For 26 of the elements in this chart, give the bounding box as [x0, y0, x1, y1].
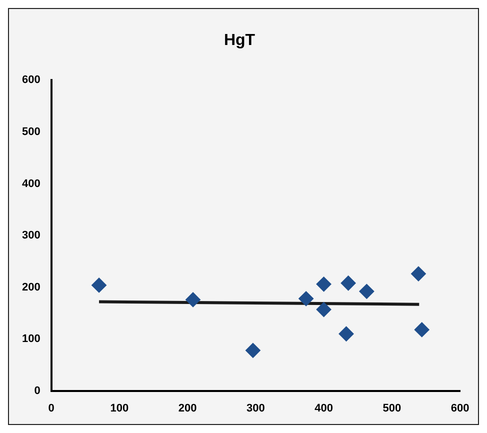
- x-tick-label: 500: [382, 402, 402, 414]
- point: [316, 302, 332, 318]
- x-tick-label: 300: [246, 402, 265, 414]
- y-tick-label: 400: [22, 178, 40, 190]
- y-tick-label: 200: [22, 281, 40, 294]
- point: [316, 276, 332, 292]
- y-tick-label: 600: [22, 74, 40, 86]
- x-tick-label: 600: [450, 402, 470, 414]
- point: [414, 322, 430, 338]
- point: [186, 292, 201, 308]
- point: [298, 291, 314, 306]
- point: [340, 276, 356, 291]
- x-tick-label: 400: [314, 402, 333, 414]
- point: [92, 278, 107, 293]
- y-tick-label: 300: [22, 230, 40, 242]
- point: [338, 326, 354, 342]
- chart-title: HgT: [224, 32, 256, 50]
- y-tick-label: 500: [22, 126, 40, 138]
- y-tick-label: 100: [22, 333, 40, 346]
- y-tick-label: 0: [34, 384, 40, 397]
- point: [410, 266, 426, 282]
- x-tick-label: 200: [178, 402, 197, 414]
- point: [359, 284, 374, 299]
- x-tick-label: 100: [110, 402, 129, 414]
- x-tick-label: 0: [48, 402, 54, 414]
- point: [245, 342, 260, 358]
